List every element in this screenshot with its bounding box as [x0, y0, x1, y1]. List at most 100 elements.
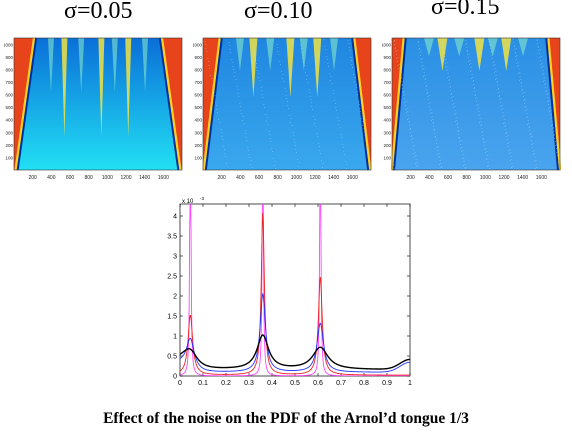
- right-boundary-region: [548, 38, 560, 170]
- left-boundary-dark: [16, 37, 38, 171]
- tongue-streak: [78, 38, 85, 93]
- heatmap-x-tick: 600: [66, 175, 75, 181]
- heatmap-y-tick: 100: [194, 155, 202, 160]
- heatmap-y-tick: 500: [383, 105, 391, 110]
- heatmap-x-tick: 800: [84, 175, 93, 181]
- y-tick-label: 1: [173, 334, 177, 341]
- heatmap-y-tick: 800: [383, 67, 391, 72]
- tongue-streak: [474, 38, 485, 71]
- right-boundary-edge: [352, 37, 372, 171]
- heatmap-x-tick: 1600: [347, 175, 358, 181]
- x-tick-label: 0.2: [221, 380, 231, 387]
- x-tick-label: 0.7: [336, 380, 346, 387]
- heatmap-y-tick: 700: [5, 80, 13, 85]
- heatmap-y-tick: 800: [194, 67, 202, 72]
- tongue-streak: [111, 38, 118, 93]
- tongue-streak: [423, 38, 434, 57]
- heatmap-background: [203, 38, 371, 170]
- heatmap-y-tick: 900: [194, 55, 202, 60]
- heatmap-y-tick: 600: [194, 93, 202, 98]
- x-tick-label: 1: [408, 380, 412, 387]
- heatmap-x-tick: 200: [28, 175, 37, 181]
- y-tick-label: 4: [173, 214, 177, 221]
- heatmap-y-tick: 300: [194, 130, 202, 135]
- heatmap-y-tick: 400: [5, 118, 13, 123]
- left-boundary-edge: [390, 37, 406, 171]
- heatmap-x-tick: 1400: [517, 175, 528, 181]
- y-multiplier: x 10: [182, 199, 194, 205]
- pdf-series-line: [180, 334, 410, 370]
- heatmap-panel-3: 200 400 600 800 1000 1200 1400 1600 100 200 300 400…: [382, 34, 566, 184]
- heatmap-x-tick: 400: [236, 175, 245, 181]
- heatmap-background: [392, 38, 560, 170]
- heatmap-y-tick: 400: [383, 118, 391, 123]
- heatmap-x-tick: 1000: [480, 175, 491, 181]
- tongue-streak: [437, 38, 448, 71]
- heatmap-x-tick: 600: [444, 175, 453, 181]
- heatmap-y-tick: 300: [5, 130, 13, 135]
- y-tick-label: 2.5: [167, 274, 177, 281]
- panel-title-3: σ=0.15: [431, 0, 500, 20]
- x-tick-label: 0.9: [382, 380, 392, 387]
- right-boundary-edge: [160, 37, 182, 171]
- plot-frame: [179, 203, 411, 377]
- heatmap-y-tick: 900: [5, 55, 13, 60]
- tongue-streak: [313, 38, 322, 98]
- heatmap-x-tick: 200: [406, 175, 415, 181]
- tongue-streak: [518, 38, 529, 57]
- figure-caption: Effect of the noise on the PDF of the Ar…: [103, 410, 469, 427]
- tongue-streak: [142, 38, 149, 93]
- heatmap-x-tick: 1200: [120, 175, 131, 181]
- heatmap-x-tick: 1400: [139, 175, 150, 181]
- y-tick-label: 3: [173, 254, 177, 261]
- heatmap-y-tick: 100: [383, 155, 391, 160]
- y-tick-label: 3.5: [167, 234, 177, 241]
- heatmap-x-tick: 800: [462, 175, 471, 181]
- heatmap-frame: [391, 37, 561, 171]
- tongue-streak: [454, 38, 465, 57]
- heatmap-y-tick: 800: [5, 67, 13, 72]
- heatmap-y-tick: 900: [383, 55, 391, 60]
- heatmap-x-tick: 1000: [102, 175, 113, 181]
- x-tick-label: 0.3: [244, 380, 254, 387]
- heatmap-frame: [202, 37, 372, 171]
- heatmap-x-tick: 1200: [309, 175, 320, 181]
- tongue-streak: [330, 38, 339, 71]
- heatmap-y-tick: 400: [194, 118, 202, 123]
- heatmap-x-tick: 200: [217, 175, 226, 181]
- heatmap-panel-2: 200 400 600 800 1000 1200 1400 1600 100 200 300 400…: [193, 34, 377, 184]
- y-exponent: -3: [200, 196, 204, 201]
- heatmap-y-tick: 700: [194, 80, 202, 85]
- heatmap-y-tick: 300: [383, 130, 391, 135]
- left-boundary-dark: [393, 37, 407, 171]
- x-tick-label: 0.1: [198, 380, 208, 387]
- y-tick-label: 1.5: [167, 314, 177, 321]
- heatmap-y-tick: 1000: [4, 42, 13, 47]
- panel-title-1: σ=0.05: [64, 0, 133, 24]
- left-boundary-edge: [202, 37, 222, 171]
- heatmap-y-tick: 200: [194, 143, 202, 148]
- heatmap-x-tick: 1600: [158, 175, 169, 181]
- panel-title-2: σ=0.10: [244, 0, 313, 24]
- heatmap-x-tick: 600: [255, 175, 264, 181]
- heatmap-y-tick: 1000: [382, 42, 391, 47]
- heatmap-y-tick: 200: [383, 143, 391, 148]
- tongue-streak: [249, 38, 258, 98]
- heatmap-x-tick: 400: [47, 175, 56, 181]
- heatmap-x-tick: 1200: [498, 175, 509, 181]
- heatmap-panel-1: 200 400 600 800 1000 1200 1400 1600 100 200 300 400…: [4, 34, 188, 184]
- tongue-streak: [98, 38, 105, 137]
- heatmap-frame: [13, 37, 183, 171]
- y-tick-label: 2: [173, 294, 177, 301]
- right-boundary-dark: [351, 37, 370, 171]
- pdf-series-line: [180, 204, 410, 376]
- plot-area: [180, 204, 410, 376]
- tongue-streak: [501, 38, 512, 71]
- right-boundary-dark: [158, 37, 180, 171]
- right-boundary-dark: [545, 37, 559, 171]
- tongue-streak: [266, 38, 275, 71]
- heatmap-y-tick: 700: [383, 80, 391, 85]
- right-boundary-edge: [546, 37, 562, 171]
- left-boundary-region: [392, 38, 404, 170]
- tongue-streak: [61, 38, 68, 137]
